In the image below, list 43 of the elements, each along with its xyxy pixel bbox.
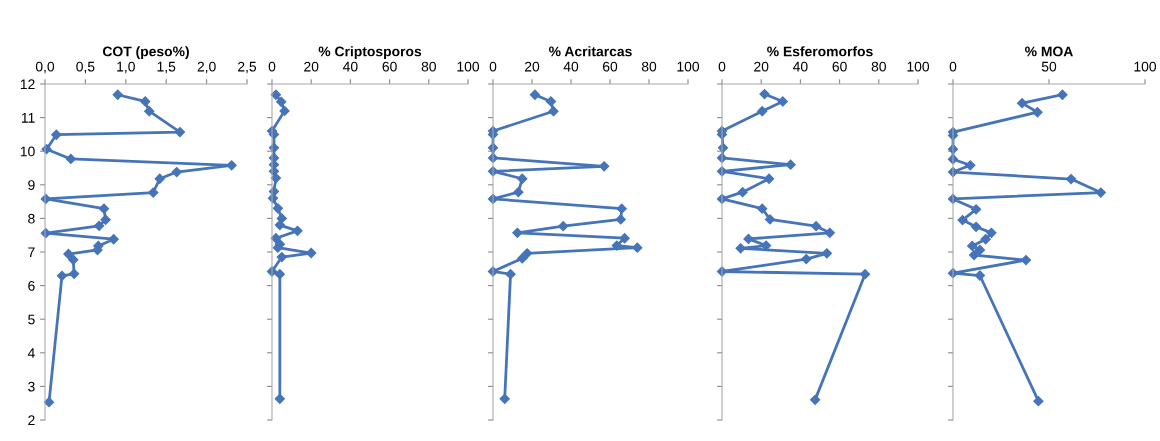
x-tick-label: 60 (602, 61, 618, 72)
chart-title: COT (peso%) (102, 46, 189, 60)
x-tick-label: 100 (677, 61, 700, 72)
x-tick-label: 2,0 (197, 61, 216, 74)
y-tick-label: 11 (21, 113, 35, 123)
x-tick-label: 0,5 (76, 61, 95, 74)
y-tick-label: 2 (28, 415, 35, 426)
x-tick-label: 100 (907, 61, 930, 72)
y-tick-label: 10 (20, 146, 35, 157)
x-tick-label: 40 (563, 61, 579, 72)
x-tick-label: 2,5 (238, 61, 257, 74)
x-tick-label: 100 (1134, 61, 1157, 72)
y-tick-label: 6 (28, 280, 35, 291)
x-tick-label: 60 (832, 61, 847, 72)
x-tick-label: 0,0 (35, 61, 55, 74)
y-tick-label: 9 (28, 180, 35, 190)
x-tick-label: 0 (268, 61, 276, 72)
x-tick-label: 80 (421, 61, 436, 72)
x-tick-label: 1,0 (117, 61, 135, 74)
x-tick-label: 40 (343, 61, 358, 72)
x-tick-label: 60 (382, 61, 397, 72)
x-tick-label: 40 (793, 61, 808, 72)
x-tick-label: 20 (524, 61, 540, 72)
x-tick-label: 20 (304, 61, 319, 72)
x-tick-label: 80 (871, 61, 886, 72)
x-tick-label: 0 (718, 61, 726, 72)
y-tick-label: 7 (28, 247, 35, 258)
x-tick-label: 50 (1041, 61, 1057, 72)
x-tick-label: 20 (754, 61, 769, 72)
x-tick-label: 0 (949, 61, 957, 72)
chart-title: % Criptosporos (318, 46, 422, 60)
y-tick-label: 4 (27, 348, 35, 358)
x-tick-label: 80 (641, 61, 657, 72)
chart-title: % Esferomorfos (767, 46, 873, 57)
y-tick-label: 8 (28, 213, 35, 224)
chart-title: % MOA (1025, 46, 1073, 57)
y-tick-label: 3 (28, 381, 35, 392)
y-tick-label: 12 (20, 79, 35, 90)
chart-title: % Acritarcas (549, 46, 632, 57)
x-tick-label: 100 (457, 61, 480, 72)
x-tick-label: 0 (489, 61, 497, 72)
x-tick-label: 1,5 (157, 61, 176, 74)
y-tick-label: 5 (28, 314, 35, 325)
